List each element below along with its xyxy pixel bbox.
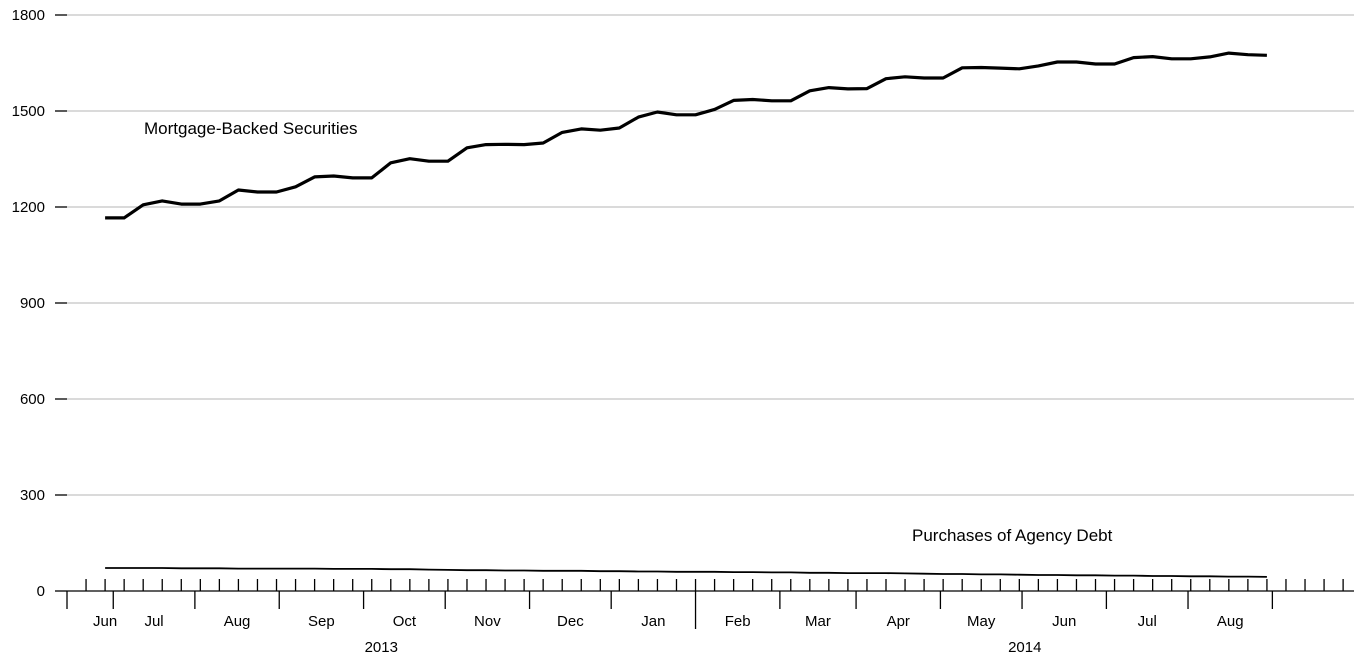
gridlines	[67, 14, 1354, 496]
x-month-label: Oct	[393, 613, 417, 630]
x-year-label: 2013	[365, 639, 398, 656]
series-line-mbs	[105, 51, 1267, 220]
y-tick-label: 1500	[12, 103, 45, 120]
y-axis: 0 300 600 900 1200 1500 1800	[12, 7, 67, 600]
x-month-label: Jul	[144, 613, 163, 630]
series-label-agency-debt: Purchases of Agency Debt	[912, 526, 1113, 545]
x-axis: Jun Jul Aug Sep Oct Nov Dec Jan Feb Mar Apr May Jun J…	[66, 579, 1354, 656]
x-month-label: Feb	[725, 613, 751, 630]
x-month-label: Mar	[805, 613, 831, 630]
x-month-label: Jun	[93, 613, 117, 630]
y-tick-label: 0	[37, 583, 45, 600]
y-tick-label: 1200	[12, 199, 45, 216]
series-line-agency-debt	[105, 567, 1267, 578]
y-tick-label: 900	[20, 295, 45, 312]
x-month-label: Sep	[308, 613, 335, 630]
x-month-label: Aug	[224, 613, 251, 630]
x-month-label: Apr	[887, 613, 910, 630]
x-year-label: 2014	[1008, 639, 1041, 656]
x-month-label: Aug	[1217, 613, 1244, 630]
series-label-mbs: Mortgage-Backed Securities	[144, 119, 358, 138]
series-lines	[105, 51, 1267, 578]
y-tick-label: 300	[20, 487, 45, 504]
x-month-label: May	[967, 613, 996, 630]
y-tick-label: 1800	[12, 7, 45, 24]
x-month-label: Jan	[641, 613, 665, 630]
x-month-label: Jun	[1052, 613, 1076, 630]
y-tick-label: 600	[20, 391, 45, 408]
x-month-label: Dec	[557, 613, 584, 630]
x-month-label: Jul	[1138, 613, 1157, 630]
x-month-label: Nov	[474, 613, 501, 630]
